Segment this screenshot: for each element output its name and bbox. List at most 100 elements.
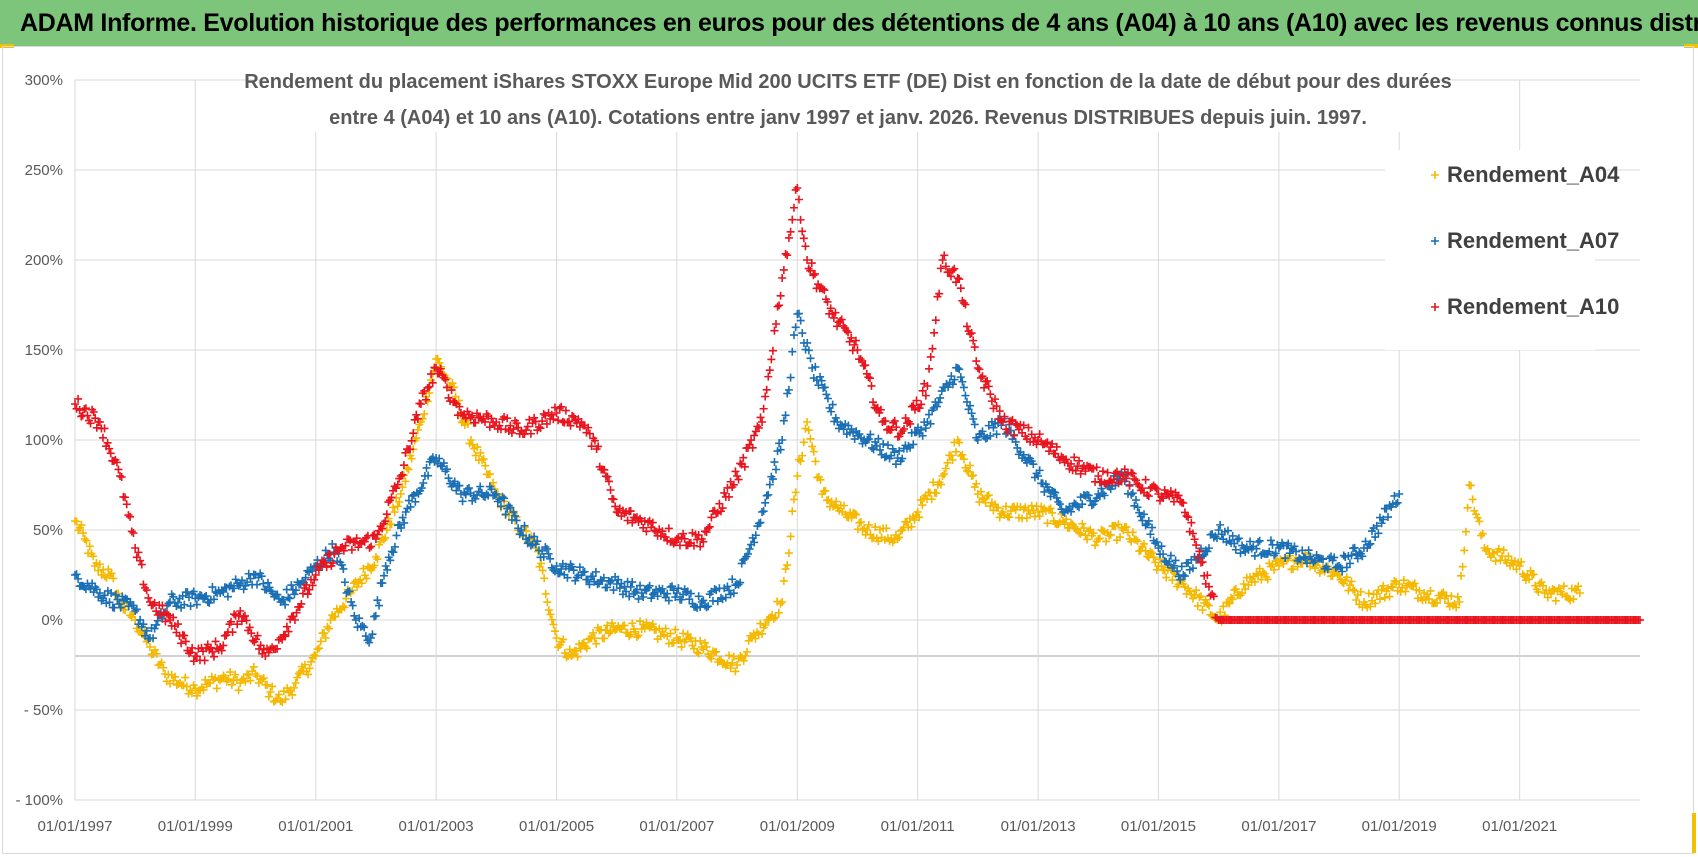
data-point xyxy=(208,647,217,656)
data-point xyxy=(1034,472,1043,480)
data-point xyxy=(1133,537,1142,546)
data-point xyxy=(959,383,968,392)
data-point xyxy=(172,602,181,611)
data-point xyxy=(955,275,964,284)
data-point xyxy=(354,543,363,552)
data-point xyxy=(871,523,880,532)
series-Rendement_A10 xyxy=(71,184,1644,666)
data-point xyxy=(1204,582,1213,591)
data-point xyxy=(549,415,558,424)
data-point xyxy=(1067,507,1076,516)
data-point xyxy=(941,262,950,271)
data-point xyxy=(360,623,369,632)
data-point xyxy=(1177,562,1186,571)
data-point xyxy=(930,328,939,337)
data-point xyxy=(413,414,422,423)
data-point xyxy=(585,429,594,438)
data-point xyxy=(769,614,778,623)
data-point xyxy=(829,313,838,322)
data-point xyxy=(1461,527,1470,536)
data-point xyxy=(938,256,947,264)
data-point xyxy=(471,494,480,503)
data-point xyxy=(781,249,790,258)
data-point xyxy=(331,612,340,621)
data-point xyxy=(788,507,797,516)
data-point xyxy=(565,417,574,426)
data-point xyxy=(406,502,415,511)
data-point xyxy=(164,611,173,620)
data-point xyxy=(661,624,670,633)
data-point xyxy=(1013,443,1022,452)
data-point xyxy=(648,518,657,527)
data-point xyxy=(1067,518,1076,527)
data-point xyxy=(282,622,291,631)
data-point xyxy=(623,516,632,525)
data-point xyxy=(186,648,195,657)
data-point xyxy=(778,274,787,282)
data-point xyxy=(875,445,884,454)
data-point xyxy=(362,574,371,583)
data-point xyxy=(991,395,1000,404)
data-point xyxy=(1234,534,1243,543)
data-point xyxy=(677,595,686,604)
data-point xyxy=(771,320,780,329)
data-point xyxy=(973,364,982,372)
data-point xyxy=(217,646,226,655)
data-point xyxy=(1353,554,1362,563)
data-point xyxy=(1087,501,1096,510)
data-point xyxy=(464,484,473,493)
data-point xyxy=(539,409,548,418)
data-point xyxy=(876,405,885,414)
data-point xyxy=(863,436,872,444)
data-point xyxy=(804,426,813,435)
data-point xyxy=(793,184,802,192)
data-point xyxy=(1399,576,1408,585)
data-point xyxy=(909,401,918,410)
data-point xyxy=(1133,480,1142,489)
data-point xyxy=(132,605,141,614)
x-tick-label: 01/01/2013 xyxy=(1001,818,1076,835)
data-point xyxy=(748,443,757,452)
data-point xyxy=(1094,472,1103,480)
data-point xyxy=(1390,491,1399,500)
data-point xyxy=(1529,570,1538,579)
data-point xyxy=(357,579,366,588)
data-point xyxy=(712,509,721,518)
data-point xyxy=(243,670,252,679)
data-point xyxy=(1575,589,1584,597)
data-point xyxy=(350,611,359,620)
data-point xyxy=(814,381,823,390)
data-point xyxy=(259,674,268,683)
data-point xyxy=(736,578,745,587)
data-point xyxy=(750,431,759,440)
data-point xyxy=(831,308,840,317)
data-point xyxy=(539,552,548,561)
data-point xyxy=(928,344,937,353)
data-point xyxy=(525,533,534,542)
data-point xyxy=(751,634,760,643)
data-point xyxy=(568,411,577,420)
data-point xyxy=(240,611,249,620)
data-point xyxy=(530,413,539,422)
data-point xyxy=(1499,546,1508,555)
data-point xyxy=(152,607,161,616)
data-point xyxy=(1195,547,1204,556)
data-point xyxy=(1083,535,1092,544)
data-point xyxy=(967,409,976,418)
data-point xyxy=(1228,531,1237,540)
data-point xyxy=(116,603,125,612)
data-point xyxy=(115,472,124,480)
data-point xyxy=(498,493,507,502)
data-point xyxy=(1182,512,1191,521)
data-point xyxy=(310,651,319,660)
data-point xyxy=(946,451,955,460)
data-point xyxy=(950,264,959,273)
data-point xyxy=(811,457,820,466)
report-title-banner: ADAM Informe. Evolution historique des p… xyxy=(0,0,1698,46)
data-point xyxy=(381,517,390,526)
legend-background xyxy=(1385,150,1595,350)
data-point xyxy=(1338,567,1347,576)
data-point xyxy=(512,516,521,525)
data-point xyxy=(702,528,711,537)
